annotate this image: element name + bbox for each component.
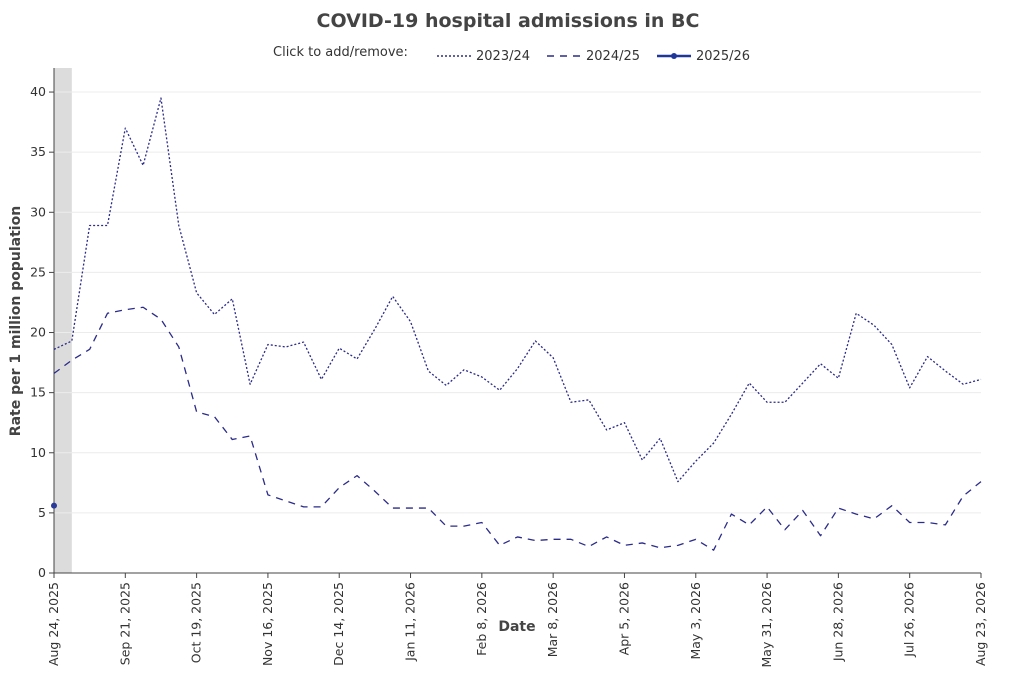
y-tick-label: 5 [38, 505, 46, 520]
x-tick-label: Jun 28, 2026 [830, 582, 845, 662]
legend-label-2023-24: 2023/24 [476, 49, 530, 64]
x-tick-label: Jan 11, 2026 [403, 582, 418, 662]
y-tick-label: 30 [30, 204, 46, 219]
y-tick-label: 15 [30, 385, 46, 400]
series-line-2023-24 [53, 97, 982, 483]
y-tick-label: 0 [38, 565, 46, 580]
shaded-region [54, 68, 72, 573]
y-tick-label: 10 [30, 445, 46, 460]
legend-item-2023-24[interactable]: 2023/24 [437, 49, 530, 64]
x-tick-label: Jul 26, 2026 [902, 582, 917, 658]
series-point-2025-26 [51, 502, 57, 509]
x-tick-label: Sep 21, 2025 [117, 582, 132, 665]
x-tick-label: May 3, 2026 [688, 582, 703, 660]
x-tick-label: Nov 16, 2025 [260, 582, 275, 666]
x-tick-label: Feb 8, 2026 [474, 582, 489, 656]
x-tick-label: Aug 24, 2025 [46, 582, 61, 666]
x-tick-label: Aug 23, 2026 [973, 582, 988, 666]
legend-label-2024-25: 2024/25 [586, 49, 640, 64]
x-tick-label: Dec 14, 2025 [331, 582, 346, 666]
x-tick-label: Oct 19, 2025 [189, 582, 204, 663]
legend: Click to add/remove: 2023/24 2024/25 202… [273, 45, 750, 64]
x-tick-label: May 31, 2026 [759, 582, 774, 668]
legend-marker-2025-26 [671, 53, 677, 59]
y-axis-title: Rate per 1 million population [8, 206, 24, 436]
x-tick-label: Apr 5, 2026 [616, 582, 631, 655]
y-tick-label: 20 [30, 325, 46, 340]
y-tick-label: 25 [30, 264, 46, 279]
legend-item-2025-26[interactable]: 2025/26 [657, 49, 750, 64]
legend-item-2024-25[interactable]: 2024/25 [547, 49, 640, 64]
x-tick-label: Mar 8, 2026 [545, 582, 560, 657]
legend-prompt: Click to add/remove: [273, 45, 408, 60]
y-tick-label: 35 [30, 144, 46, 159]
series-line-2024-25 [53, 306, 982, 551]
chart-title: COVID-19 hospital admissions in BC [317, 10, 700, 32]
y-tick-label: 40 [30, 84, 46, 99]
legend-label-2025-26: 2025/26 [696, 49, 750, 64]
plot-area: 0 5 10 15 20 25 30 35 40 Aug 24, 2025 Sep 21, 2025… [30, 68, 988, 667]
x-axis-title: Date [498, 619, 535, 635]
